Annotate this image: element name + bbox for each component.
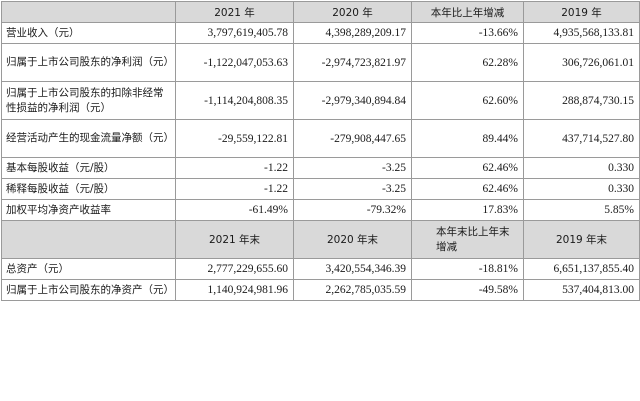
- value-2021: 2,777,229,655.60: [175, 258, 294, 280]
- value-change: 62.46%: [411, 157, 524, 179]
- value-2020: 3,420,554,346.39: [293, 258, 412, 280]
- value-2021: -1,114,204,808.35: [175, 81, 294, 120]
- header-cell-2019-end: 2019 年末: [523, 220, 640, 259]
- value-2019: 4,935,568,133.81: [523, 22, 640, 44]
- row-label: 总资产（元）: [1, 258, 176, 280]
- value-change: 62.60%: [411, 81, 524, 120]
- row-label: 加权平均净资产收益率: [1, 199, 176, 221]
- table-row-total-assets: 总资产（元） 2,777,229,655.60 3,420,554,346.39…: [1, 258, 640, 280]
- value-2019: 437,714,527.80: [523, 119, 640, 158]
- value-2020: -3.25: [293, 157, 412, 179]
- table-row-net-profit-excl-nonrecurring: 归属于上市公司股东的扣除非经常性损益的净利润（元） -1,114,204,808…: [1, 81, 640, 120]
- value-change: -18.81%: [411, 258, 524, 280]
- value-2020: -279,908,447.65: [293, 119, 412, 158]
- value-2019: 0.330: [523, 178, 640, 200]
- header-cell-2020: 2020 年: [293, 1, 412, 23]
- value-2019: 0.330: [523, 157, 640, 179]
- value-change: 62.28%: [411, 43, 524, 82]
- row-label: 归属于上市公司股东的净利润（元）: [1, 43, 176, 82]
- row-label: 经营活动产生的现金流量净额（元）: [1, 119, 176, 158]
- value-2021: -1.22: [175, 157, 294, 179]
- value-2020: -79.32%: [293, 199, 412, 221]
- value-change: 62.46%: [411, 178, 524, 200]
- row-label: 归属于上市公司股东的扣除非经常性损益的净利润（元）: [1, 81, 176, 120]
- value-2019: 537,404,813.00: [523, 279, 640, 301]
- table-row-operating-cash-flow: 经营活动产生的现金流量净额（元） -29,559,122.81 -279,908…: [1, 119, 640, 158]
- value-2021: -29,559,122.81: [175, 119, 294, 158]
- header-cell-2019: 2019 年: [523, 1, 640, 23]
- value-2021: -1,122,047,053.63: [175, 43, 294, 82]
- header-cell-blank: [1, 220, 176, 259]
- header-cell-2020-end: 2020 年末: [293, 220, 412, 259]
- value-2020: 4,398,289,209.17: [293, 22, 412, 44]
- value-change: 89.44%: [411, 119, 524, 158]
- table-row-diluted-eps: 稀释每股收益（元/股） -1.22 -3.25 62.46% 0.330: [1, 178, 640, 200]
- value-change: 17.83%: [411, 199, 524, 221]
- value-2020: 2,262,785,035.59: [293, 279, 412, 301]
- value-2020: -2,979,340,894.84: [293, 81, 412, 120]
- row-label: 归属于上市公司股东的净资产（元）: [1, 279, 176, 301]
- table-row-weighted-roe: 加权平均净资产收益率 -61.49% -79.32% 17.83% 5.85%: [1, 199, 640, 221]
- row-label: 营业收入（元）: [1, 22, 176, 44]
- header-cell-change: 本年比上年增减: [411, 1, 524, 23]
- header-cell-blank: [1, 1, 176, 23]
- financial-summary-table: 2021 年 2020 年 本年比上年增减 2019 年 营业收入（元） 3,7…: [1, 1, 640, 301]
- value-change: -13.66%: [411, 22, 524, 44]
- header-cell-2021-end: 2021 年末: [175, 220, 294, 259]
- value-change: -49.58%: [411, 279, 524, 301]
- value-2019: 306,726,061.01: [523, 43, 640, 82]
- table-row-net-profit: 归属于上市公司股东的净利润（元） -1,122,047,053.63 -2,97…: [1, 43, 640, 82]
- value-2021: -1.22: [175, 178, 294, 200]
- table-row-net-assets: 归属于上市公司股东的净资产（元） 1,140,924,981.96 2,262,…: [1, 279, 640, 301]
- value-2020: -2,974,723,821.97: [293, 43, 412, 82]
- value-2019: 288,874,730.15: [523, 81, 640, 120]
- row-label: 基本每股收益（元/股）: [1, 157, 176, 179]
- value-2021: 3,797,619,405.78: [175, 22, 294, 44]
- header-row: 2021 年 2020 年 本年比上年增减 2019 年: [1, 1, 640, 23]
- header-cell-change-end: 本年末比上年末增减: [411, 220, 524, 259]
- value-2019: 5.85%: [523, 199, 640, 221]
- table-row-basic-eps: 基本每股收益（元/股） -1.22 -3.25 62.46% 0.330: [1, 157, 640, 179]
- value-2019: 6,651,137,855.40: [523, 258, 640, 280]
- value-2021: -61.49%: [175, 199, 294, 221]
- value-2020: -3.25: [293, 178, 412, 200]
- header-cell-2021: 2021 年: [175, 1, 294, 23]
- row-label: 稀释每股收益（元/股）: [1, 178, 176, 200]
- table-row-revenue: 营业收入（元） 3,797,619,405.78 4,398,289,209.1…: [1, 22, 640, 44]
- value-2021: 1,140,924,981.96: [175, 279, 294, 301]
- header-row-year-end: 2021 年末 2020 年末 本年末比上年末增减 2019 年末: [1, 220, 640, 259]
